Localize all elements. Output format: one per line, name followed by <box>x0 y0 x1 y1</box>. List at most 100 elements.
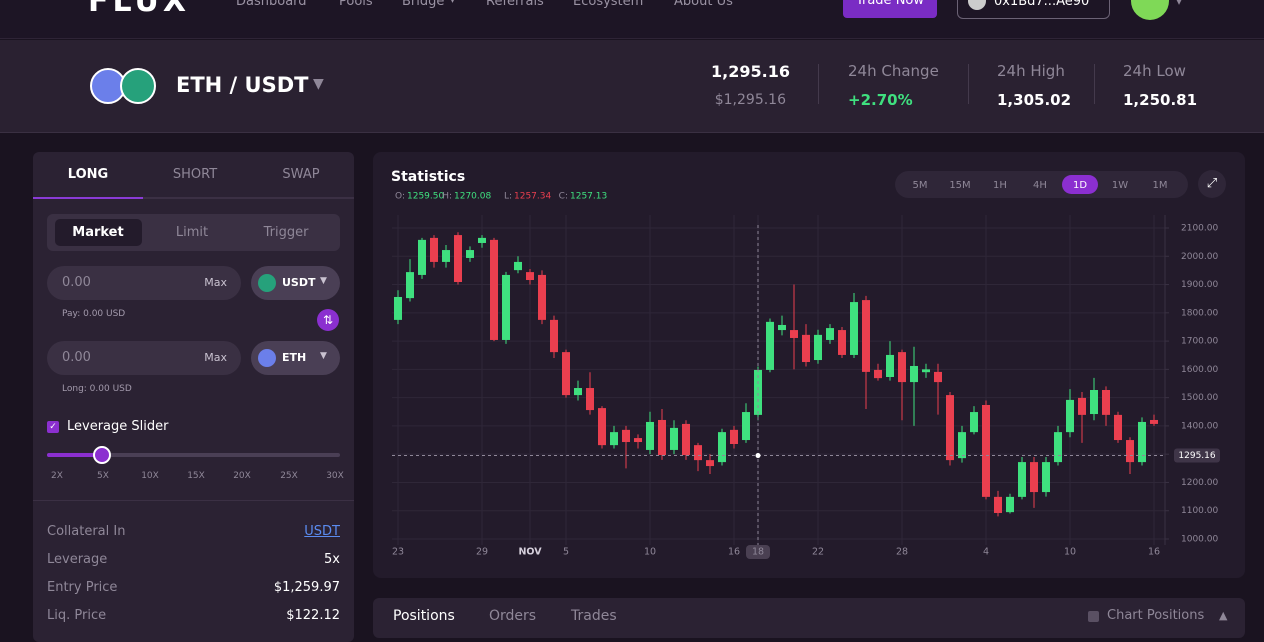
timeframe[interactable]: 15M <box>949 180 970 191</box>
token-icon <box>258 274 276 292</box>
y-tick-label: 1200.00 <box>1181 478 1218 488</box>
x-tick-label: 10 <box>644 547 656 558</box>
y-tick-label: 2100.00 <box>1181 224 1218 234</box>
leverage-label: Leverage Slider <box>67 419 169 434</box>
expand-button[interactable]: ⤢ <box>1198 170 1226 198</box>
ohlc-label: O: <box>395 192 405 202</box>
max-button[interactable]: Max <box>204 276 227 289</box>
pair-caret[interactable]: ▼ <box>313 76 324 92</box>
ohlc-value: 1257.34 <box>514 192 551 202</box>
divider <box>968 64 969 104</box>
candle-body <box>430 237 438 262</box>
trade-now-button[interactable]: Trade Now <box>843 0 937 18</box>
timeframe[interactable]: 1D <box>1073 180 1087 191</box>
order-type-active <box>55 219 142 246</box>
nav-link[interactable]: Bridge <box>402 0 445 9</box>
candle-body <box>838 330 846 355</box>
candle-body <box>646 421 654 450</box>
leverage-checkbox[interactable]: ✓ <box>47 421 59 433</box>
price: 1,295.16 <box>711 62 790 81</box>
order-type[interactable]: Limit <box>175 225 209 240</box>
pair-name[interactable]: ETH / USDT <box>176 73 309 97</box>
candle-body <box>1066 399 1074 433</box>
trade-tab[interactable]: SWAP <box>282 167 320 182</box>
leverage-mark: 10X <box>141 471 159 481</box>
candle-body <box>658 419 666 456</box>
amount-input[interactable] <box>47 266 241 300</box>
nav-link[interactable]: Ecosystem <box>573 0 644 9</box>
bottom-tab[interactable]: Trades <box>571 608 617 624</box>
candle-body <box>910 365 918 383</box>
timeframe[interactable]: 1H <box>993 180 1007 191</box>
leverage-mark: 5X <box>97 471 109 481</box>
token-caret: ▼ <box>320 276 327 286</box>
candle-body <box>862 300 870 372</box>
candle-body <box>574 388 582 396</box>
candle-body <box>802 334 810 363</box>
candle-body <box>958 432 966 459</box>
ohlc-label: C: <box>559 192 568 202</box>
slider-knob[interactable] <box>93 446 111 464</box>
nav-link[interactable]: Referrals <box>486 0 544 9</box>
candle-body <box>598 408 606 446</box>
avatar[interactable] <box>1131 0 1169 20</box>
max-button[interactable]: Max <box>204 351 227 364</box>
wallet-button[interactable] <box>957 0 1110 19</box>
candle-body <box>946 395 954 461</box>
chart-positions-checkbox[interactable] <box>1088 611 1099 622</box>
candle-body <box>826 328 834 340</box>
candle-body <box>790 330 798 338</box>
y-tick-label: 1000.00 <box>1181 535 1218 545</box>
high-value: 1,305.02 <box>997 91 1072 109</box>
y-tick-label: 2000.00 <box>1181 252 1218 262</box>
low-label: 24h Low <box>1123 62 1186 80</box>
nav-link[interactable]: Pools <box>339 0 373 9</box>
candle-body <box>1126 440 1134 463</box>
detail-value[interactable]: USDT <box>304 524 340 539</box>
divider <box>818 64 819 104</box>
order-type[interactable]: Market <box>72 225 124 240</box>
detail-value: $122.12 <box>286 608 340 623</box>
bottom-tab[interactable]: Positions <box>393 608 455 624</box>
timeframe[interactable]: 5M <box>913 180 928 191</box>
divider <box>1094 64 1095 104</box>
nav-link[interactable]: Dashboard <box>236 0 307 9</box>
x-tick-label: 16 <box>728 547 740 558</box>
order-type[interactable]: Trigger <box>263 225 309 240</box>
amount-input[interactable] <box>47 341 241 375</box>
change-label: 24h Change <box>848 62 939 80</box>
candle-body <box>442 250 450 262</box>
nav-link[interactable]: About Us <box>674 0 733 9</box>
candle-body <box>670 427 678 450</box>
collapse-caret[interactable]: ▲ <box>1219 609 1228 622</box>
tab-divider <box>33 197 354 199</box>
candle-body <box>406 272 414 299</box>
x-tick-label: 23 <box>392 547 404 558</box>
timeframe[interactable]: 1M <box>1153 180 1168 191</box>
candle-body <box>682 423 690 456</box>
swap-direction-button[interactable]: ⇅ <box>317 309 339 331</box>
timeframe[interactable]: 4H <box>1033 180 1047 191</box>
candle-body <box>754 369 762 415</box>
positions-panel <box>373 598 1245 638</box>
candle-body <box>490 239 498 340</box>
candle-body <box>1150 419 1158 424</box>
amount-note: Long: 0.00 USD <box>62 384 132 394</box>
change-value: +2.70% <box>848 91 913 109</box>
timeframe[interactable]: 1W <box>1112 180 1128 191</box>
nav-caret: ▾ <box>450 0 456 6</box>
bottom-tab[interactable]: Orders <box>489 608 537 624</box>
x-tick-label: NOV <box>518 547 542 558</box>
wallet-address: 0x1Bd7...Ae90 <box>994 0 1090 9</box>
x-tick-label: 16 <box>1148 547 1160 558</box>
tab-underline <box>33 197 143 199</box>
candle-body <box>718 432 726 463</box>
leverage-mark: 20X <box>233 471 251 481</box>
trade-tab[interactable]: SHORT <box>172 167 218 182</box>
candle-body <box>526 272 534 281</box>
logo[interactable]: FLUX <box>88 0 191 19</box>
trade-tab[interactable]: LONG <box>67 167 109 182</box>
ohlc-value: 1270.08 <box>454 192 491 202</box>
